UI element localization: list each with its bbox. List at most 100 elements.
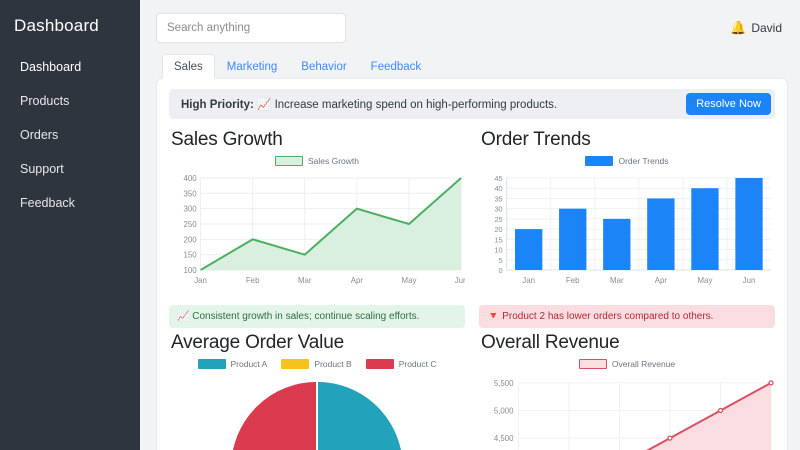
legend-label: Overall Revenue xyxy=(611,359,676,369)
svg-text:15: 15 xyxy=(494,235,502,244)
legend-swatch-icon xyxy=(197,359,226,369)
svg-text:Apr: Apr xyxy=(351,276,364,285)
svg-text:Jan: Jan xyxy=(522,276,535,285)
order-trends-chart: Order Trends 0 5 10 15 20 25 30 35 40 45 Jan Feb Ma… xyxy=(479,153,775,301)
topbar: 🔔 David xyxy=(156,10,788,46)
legend-label: Order Trends xyxy=(618,156,669,166)
sales-growth-chart: Sales Growth 100 150 200 250 300 350 400 Jan Fe… xyxy=(169,153,465,301)
svg-text:10: 10 xyxy=(494,246,502,255)
legend-item[interactable]: Order Trends xyxy=(585,156,669,166)
svg-text:350: 350 xyxy=(183,189,197,198)
legend-item[interactable]: Product A xyxy=(197,359,268,369)
legend-swatch-icon xyxy=(274,156,303,166)
svg-text:May: May xyxy=(697,276,712,285)
average-order-value-title: Average Order Value xyxy=(171,332,344,353)
charts-row-1: Sales Growth Sales Growth 100 150 200 250 3 xyxy=(169,125,775,328)
order-trends-card: Order Trends Order Trends 0 5 10 15 20 25 30 3 xyxy=(479,125,775,328)
alert-body: Increase marketing spend on high-perform… xyxy=(274,99,558,111)
svg-text:5,000: 5,000 xyxy=(494,406,514,415)
overall-revenue-plot: 5,500 5,000 4,500 xyxy=(479,373,775,450)
sidebar-item-label: Feedback xyxy=(20,196,75,210)
svg-text:40: 40 xyxy=(494,184,502,193)
svg-text:25: 25 xyxy=(494,215,502,224)
trending-up-icon: 📈 xyxy=(257,99,272,111)
sales-growth-card: Sales Growth Sales Growth 100 150 200 250 3 xyxy=(169,125,465,328)
sidebar: Dashboard Dashboard Products Orders Supp… xyxy=(0,0,140,450)
svg-text:Feb: Feb xyxy=(566,276,580,285)
user-area[interactable]: 🔔 David xyxy=(730,20,788,36)
svg-text:20: 20 xyxy=(494,225,502,234)
svg-text:100: 100 xyxy=(183,266,197,275)
sidebar-item-label: Orders xyxy=(20,128,59,142)
overall-revenue-svg: 5,500 5,000 4,500 xyxy=(494,379,774,450)
user-name: David xyxy=(751,21,782,35)
tab-marketing[interactable]: Marketing xyxy=(226,61,278,73)
insight-text: Consistent growth in sales; continue sca… xyxy=(192,311,420,322)
legend-swatch-icon xyxy=(281,359,310,369)
sales-growth-svg: 100 150 200 250 300 350 400 Jan Feb Mar Apr May Jun xyxy=(183,174,465,285)
legend-label: Product C xyxy=(398,359,437,369)
sidebar-item-label: Support xyxy=(20,162,64,176)
legend-item[interactable]: Product C xyxy=(365,359,437,369)
svg-text:Mar: Mar xyxy=(610,276,624,285)
tab-feedback[interactable]: Feedback xyxy=(370,61,422,73)
svg-text:300: 300 xyxy=(183,205,197,214)
overall-revenue-title: Overall Revenue xyxy=(481,332,620,353)
svg-text:0: 0 xyxy=(499,266,503,275)
search-input[interactable] xyxy=(156,13,346,43)
sidebar-title: Dashboard xyxy=(14,16,99,35)
sales-growth-legend: Sales Growth xyxy=(169,153,465,169)
svg-text:Jan: Jan xyxy=(194,276,207,285)
svg-text:May: May xyxy=(402,276,417,285)
legend-label: Sales Growth xyxy=(307,156,360,166)
svg-text:45: 45 xyxy=(494,174,502,183)
priority-alert: High Priority: 📈 Increase marketing spen… xyxy=(169,89,775,119)
charts-row-2: Average Order Value Product A Product B xyxy=(169,328,775,450)
svg-text:35: 35 xyxy=(494,194,502,203)
tab-bar: Sales Marketing Behavior Feedback xyxy=(156,54,788,79)
legend-swatch-icon xyxy=(585,156,614,166)
svg-text:200: 200 xyxy=(183,235,197,244)
sales-growth-title: Sales Growth xyxy=(171,129,283,150)
svg-text:5: 5 xyxy=(499,256,503,265)
svg-text:Jun: Jun xyxy=(743,276,756,285)
legend-item[interactable]: Sales Growth xyxy=(274,156,360,166)
insight-text: Product 2 has lower orders compared to o… xyxy=(502,311,714,322)
svg-text:Mar: Mar xyxy=(298,276,312,285)
sidebar-item-products[interactable]: Products xyxy=(0,84,140,118)
order-trends-plot: 0 5 10 15 20 25 30 35 40 45 Jan Feb Mar Apr May Jun xyxy=(479,170,775,298)
sidebar-item-orders[interactable]: Orders xyxy=(0,118,140,152)
sidebar-item-feedback[interactable]: Feedback xyxy=(0,186,140,220)
sidebar-item-label: Products xyxy=(20,94,70,108)
sales-insight-good: 📈 Consistent growth in sales; continue s… xyxy=(169,305,465,328)
overall-revenue-card: Overall Revenue Overall Revenue 5,500 5,0… xyxy=(479,328,775,450)
legend-item[interactable]: Overall Revenue xyxy=(578,359,676,369)
alert-prefix: High Priority: xyxy=(181,99,254,111)
overall-revenue-legend: Overall Revenue xyxy=(479,356,775,372)
svg-text:250: 250 xyxy=(183,220,197,229)
sidebar-item-dashboard[interactable]: Dashboard xyxy=(0,50,140,84)
resolve-now-button[interactable]: Resolve Now xyxy=(686,93,771,115)
sidebar-item-support[interactable]: Support xyxy=(0,152,140,186)
aov-pie-svg xyxy=(231,379,403,450)
legend-label: Product A xyxy=(230,359,268,369)
trending-down-icon: 🔻 xyxy=(487,311,500,322)
bell-icon[interactable]: 🔔 xyxy=(730,20,747,35)
svg-text:5,500: 5,500 xyxy=(494,379,514,388)
order-insight-bad: 🔻 Product 2 has lower orders compared to… xyxy=(479,305,775,328)
svg-text:Apr: Apr xyxy=(655,276,668,285)
svg-text:150: 150 xyxy=(183,251,197,260)
sales-panel: High Priority: 📈 Increase marketing spen… xyxy=(156,78,788,450)
aov-legend: Product A Product B Product C xyxy=(169,356,465,372)
alert-message: High Priority: 📈 Increase marketing spen… xyxy=(181,97,557,111)
svg-text:30: 30 xyxy=(494,205,502,214)
main-content: 🔔 David Sales Marketing Behavior Feedbac… xyxy=(140,0,800,450)
tab-behavior[interactable]: Behavior xyxy=(301,61,347,73)
tab-sales[interactable]: Sales xyxy=(162,54,215,79)
aov-pie-plot xyxy=(169,373,465,450)
order-trends-legend: Order Trends xyxy=(479,153,775,169)
legend-item[interactable]: Product B xyxy=(281,359,352,369)
legend-swatch-icon xyxy=(365,359,394,369)
legend-label: Product B xyxy=(314,359,352,369)
